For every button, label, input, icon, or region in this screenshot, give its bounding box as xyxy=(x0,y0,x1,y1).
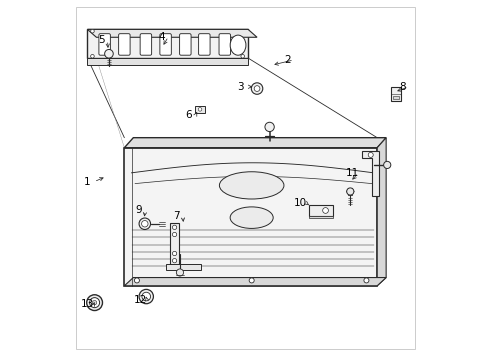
Circle shape xyxy=(322,208,328,213)
FancyBboxPatch shape xyxy=(198,34,210,55)
Circle shape xyxy=(89,298,100,308)
Ellipse shape xyxy=(230,207,273,228)
Polygon shape xyxy=(124,278,386,286)
FancyBboxPatch shape xyxy=(99,34,110,55)
Circle shape xyxy=(172,225,176,229)
Circle shape xyxy=(90,30,94,33)
Circle shape xyxy=(134,278,139,283)
FancyBboxPatch shape xyxy=(179,34,191,55)
Circle shape xyxy=(241,54,244,58)
Polygon shape xyxy=(87,30,247,58)
Circle shape xyxy=(86,295,102,311)
Text: 12: 12 xyxy=(134,295,147,305)
Text: 10: 10 xyxy=(293,198,306,208)
Circle shape xyxy=(264,122,274,132)
Text: 9: 9 xyxy=(135,206,142,216)
Text: 4: 4 xyxy=(159,32,165,41)
Circle shape xyxy=(254,86,260,91)
Ellipse shape xyxy=(230,35,245,55)
Bar xyxy=(195,106,204,113)
Circle shape xyxy=(198,108,202,111)
Polygon shape xyxy=(376,138,386,286)
Circle shape xyxy=(249,278,254,283)
Text: 5: 5 xyxy=(98,35,104,45)
Circle shape xyxy=(139,289,153,304)
Circle shape xyxy=(172,232,176,237)
Text: 1: 1 xyxy=(84,177,91,187)
Text: 6: 6 xyxy=(185,111,192,121)
Circle shape xyxy=(176,269,183,276)
FancyBboxPatch shape xyxy=(160,34,171,55)
FancyBboxPatch shape xyxy=(119,34,130,55)
Circle shape xyxy=(383,161,390,168)
Polygon shape xyxy=(124,138,386,148)
Bar xyxy=(392,96,398,99)
Circle shape xyxy=(363,278,368,283)
Bar xyxy=(308,216,333,218)
Circle shape xyxy=(346,188,353,195)
Text: 2: 2 xyxy=(284,55,290,65)
Circle shape xyxy=(139,218,150,229)
Polygon shape xyxy=(87,58,247,64)
Circle shape xyxy=(172,258,176,263)
Polygon shape xyxy=(169,223,179,266)
Polygon shape xyxy=(87,30,257,37)
Circle shape xyxy=(172,251,176,256)
Circle shape xyxy=(251,83,262,94)
Polygon shape xyxy=(165,264,201,270)
Text: 3: 3 xyxy=(237,82,244,92)
FancyBboxPatch shape xyxy=(140,34,151,55)
Text: 7: 7 xyxy=(173,211,179,221)
Circle shape xyxy=(367,152,372,157)
Polygon shape xyxy=(362,151,378,196)
Circle shape xyxy=(104,49,113,58)
Text: 11: 11 xyxy=(345,168,358,178)
Bar xyxy=(390,87,400,101)
Circle shape xyxy=(142,221,148,227)
FancyBboxPatch shape xyxy=(219,34,230,55)
Bar xyxy=(308,205,333,216)
Circle shape xyxy=(92,301,97,305)
Text: 8: 8 xyxy=(398,82,405,92)
Polygon shape xyxy=(124,148,376,286)
Ellipse shape xyxy=(219,172,284,199)
Circle shape xyxy=(90,54,94,58)
Circle shape xyxy=(142,292,150,301)
Text: 13: 13 xyxy=(81,299,94,309)
